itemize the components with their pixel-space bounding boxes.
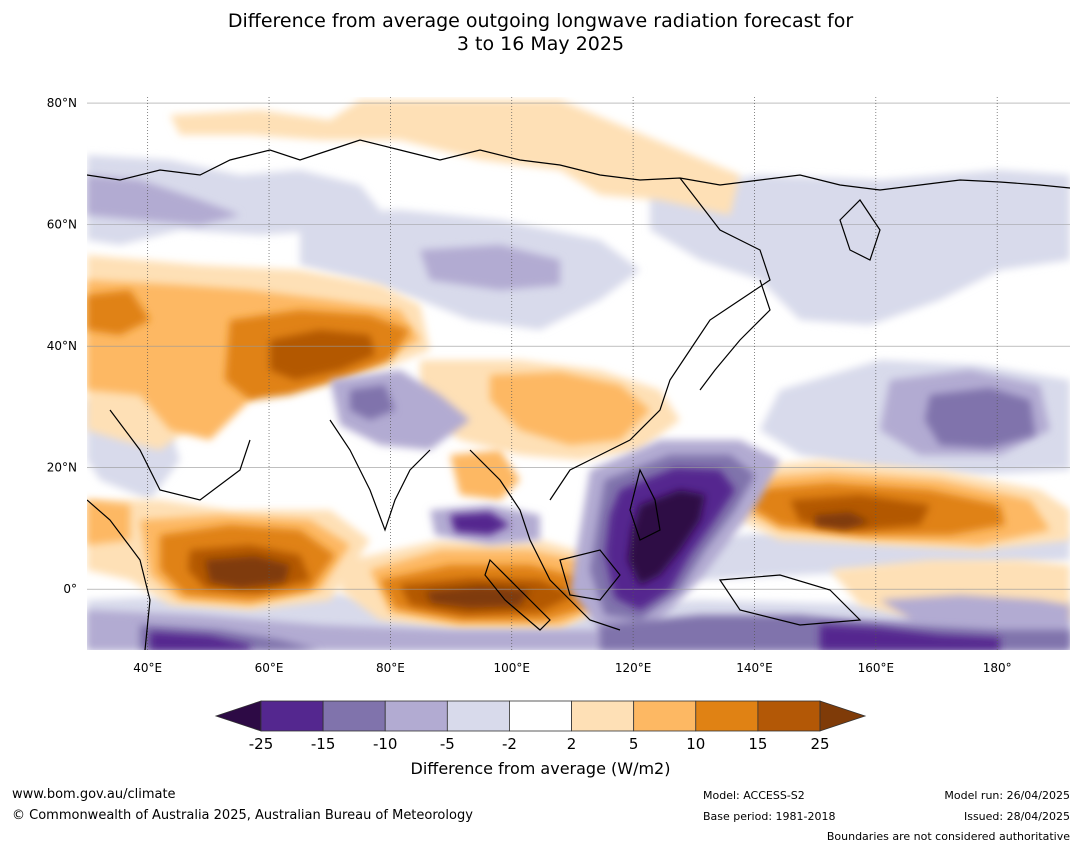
lon-tick-label: 60°E (255, 661, 284, 675)
anomaly-region-pac-eq-neg (880, 595, 1070, 625)
lon-tick-label: 140°E (736, 661, 773, 675)
anomaly-region-west-10 (87, 290, 150, 335)
coastline-kamchatka (839, 199, 881, 261)
colorbar-tick-label: -2 (502, 735, 517, 753)
coastlines (87, 139, 1070, 650)
anomaly-region-tibet-10 (350, 385, 395, 420)
colorbar-tick-label: 2 (567, 735, 577, 753)
footer-url: www.bom.gov.au/climate (12, 787, 176, 802)
anomaly-field (87, 100, 1070, 650)
colorbar-swatch (384, 700, 448, 732)
colorbar-swatch (757, 700, 821, 732)
title-line-1: Difference from average outgoing longwav… (227, 10, 854, 32)
coastline-africa (87, 499, 151, 650)
colorbar-extend-low (214, 700, 262, 732)
colorbar-tick-label: -25 (249, 735, 274, 753)
anomaly-region-arctic-pos (170, 100, 740, 215)
colorbar: -25 -15 -10 -5 -2 2 5 10 15 25 (214, 700, 867, 753)
colorbar-label: Difference from average (W/m2) (410, 759, 671, 778)
colorbar-swatch (633, 700, 697, 732)
lon-tick-label: 180° (983, 661, 1012, 675)
lat-tick-label: 80°N (47, 96, 77, 110)
chart-title: Difference from average outgoing longwav… (0, 10, 1081, 56)
colorbar-swatch (509, 700, 572, 732)
title-line-2: 3 to 16 May 2025 (456, 33, 625, 55)
longitude-labels: 40°E 60°E 80°E 100°E 120°E 140°E 160°E 180° (133, 661, 1011, 675)
coastline-philippines (629, 468, 661, 541)
colorbar-tick-label: 25 (810, 735, 829, 753)
anomaly-region-east-siberia (650, 170, 1070, 325)
gridlines (87, 97, 1070, 650)
lon-tick-label: 80°E (376, 661, 405, 675)
anomaly-region-india-east-5 (450, 450, 520, 500)
lat-tick-label: 20°N (47, 461, 77, 475)
footer-model: Model: ACCESS-S2 (703, 789, 805, 802)
anomaly-region-pacific-25 (815, 512, 870, 530)
anomaly-region-pamir-15 (270, 330, 375, 380)
colorbar-tick-label: 5 (629, 735, 639, 753)
anomaly-region-south2-15 (820, 625, 1000, 650)
colorbar-extend-high (819, 700, 867, 732)
colorbar-tick-label: -5 (440, 735, 455, 753)
colorbar-tick-label: 10 (686, 735, 705, 753)
anomaly-region-south-15 (150, 632, 250, 650)
footer-base-period: Base period: 1981-2018 (703, 810, 836, 823)
anomaly-region-nw-neg (87, 175, 240, 225)
lon-tick-label: 100°E (494, 661, 531, 675)
anomaly-region-mongolia-neg (420, 245, 560, 290)
colorbar-tick-label: -15 (311, 735, 336, 753)
footer-disclaimer: Boundaries are not considered authoritat… (826, 830, 1070, 843)
anomaly-region-wpac-10 (925, 388, 1035, 448)
lat-tick-label: 0° (63, 582, 77, 596)
colorbar-swatch (260, 700, 324, 732)
anomaly-region-aral-5 (87, 500, 130, 545)
anomaly-region-china-5 (490, 372, 650, 445)
anomaly-region-bay-15 (450, 512, 510, 535)
colorbar-swatch (571, 700, 635, 732)
coastline-india (329, 419, 431, 532)
lat-tick-label: 60°N (47, 218, 77, 232)
lon-tick-label: 120°E (615, 661, 652, 675)
coastline-se-asia (469, 449, 621, 631)
coastline-borneo (559, 549, 621, 601)
lon-tick-label: 160°E (858, 661, 895, 675)
footer-issued: Issued: 28/04/2025 (963, 810, 1070, 823)
coastline-arctic (87, 139, 1070, 191)
anomaly-region-io-25 (425, 586, 530, 608)
coastline-japan (699, 279, 771, 391)
anomaly-region-maritime-25 (628, 490, 705, 585)
lat-tick-label: 40°N (47, 339, 77, 353)
coastline-arabia (109, 409, 251, 501)
coastline-east-asia (549, 177, 771, 501)
footer-model-run: Model run: 26/04/2025 (944, 789, 1070, 802)
coastline-sumatra (484, 558, 551, 631)
coastline-new-guinea (718, 574, 862, 626)
footer-copyright: © Commonwealth of Australia 2025, Austra… (12, 808, 473, 823)
lon-tick-label: 40°E (133, 661, 162, 675)
colorbar-swatch (446, 700, 510, 732)
colorbar-swatch (322, 700, 386, 732)
colorbar-tick-label: -10 (373, 735, 398, 753)
colorbar-tick-label: 15 (748, 735, 767, 753)
colorbar-swatch (695, 700, 759, 732)
latitude-labels: 80°N 60°N 40°N 20°N 0° (47, 96, 77, 596)
